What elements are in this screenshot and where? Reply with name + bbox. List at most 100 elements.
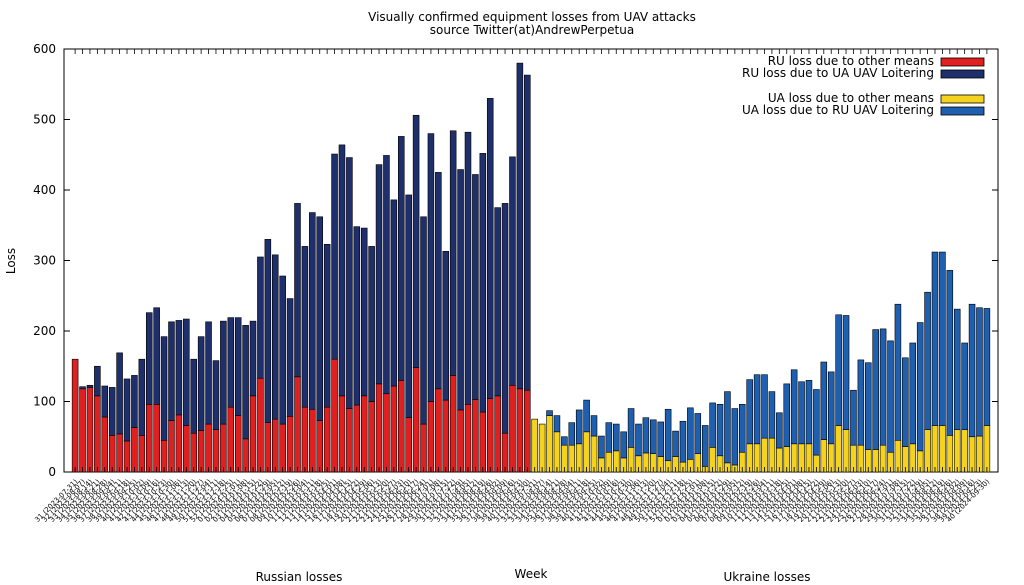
ru-bar-other bbox=[464, 404, 472, 473]
ua-bar-uav bbox=[931, 251, 939, 426]
ru-bar-uav bbox=[116, 352, 123, 435]
ru-bar-uav bbox=[197, 336, 205, 431]
ru-bar-other bbox=[479, 411, 487, 473]
ru-bar-other bbox=[390, 385, 398, 473]
y-tick-label: 300 bbox=[33, 254, 56, 268]
ua-bar-other bbox=[538, 423, 546, 473]
ua-bar-uav bbox=[879, 328, 887, 446]
ru-bar-uav bbox=[286, 298, 294, 417]
ru-bar-uav bbox=[249, 320, 257, 397]
ru-bar-uav bbox=[153, 307, 160, 405]
ru-bar-other bbox=[338, 395, 346, 473]
ru-bar-uav bbox=[435, 172, 442, 390]
ru-bar-uav bbox=[479, 153, 487, 413]
ua-bar-uav bbox=[857, 359, 865, 446]
ru-bar-other bbox=[145, 404, 153, 473]
ua-bar-uav bbox=[657, 421, 664, 457]
ua-bar-uav bbox=[924, 291, 931, 431]
ua-bar-uav bbox=[835, 314, 842, 426]
ua-bar-uav bbox=[546, 410, 553, 416]
ru-bar-uav bbox=[442, 251, 450, 401]
ru-bar-other bbox=[353, 404, 361, 473]
y-tick-label: 600 bbox=[33, 42, 56, 56]
ru-bar-uav bbox=[309, 212, 316, 410]
ru-bar-other bbox=[472, 399, 479, 473]
ru-bar-uav bbox=[183, 318, 190, 426]
ru-bar-other bbox=[79, 388, 86, 473]
ua-bar-uav bbox=[583, 399, 590, 433]
ru-bar-uav bbox=[516, 62, 524, 390]
ru-bar-uav bbox=[279, 275, 286, 425]
ru-bar-uav bbox=[131, 375, 138, 428]
ua-bar-uav bbox=[790, 369, 798, 445]
ua-bar-uav bbox=[650, 419, 657, 454]
ru-bar-other bbox=[257, 377, 264, 473]
ru-bar-other bbox=[205, 423, 212, 473]
ua-bar-other bbox=[761, 437, 768, 473]
ru-bar-uav bbox=[449, 130, 457, 376]
ua-bar-uav bbox=[776, 412, 783, 449]
ua-bar-other bbox=[946, 435, 954, 473]
ua-bar-other bbox=[835, 425, 842, 473]
ru-bar-uav bbox=[145, 312, 153, 405]
y-axis-label: Loss bbox=[4, 248, 18, 274]
ru-bar-other bbox=[346, 408, 353, 473]
ua-bar-uav bbox=[783, 383, 791, 447]
ua-bar-uav bbox=[805, 380, 813, 445]
ru-bar-uav bbox=[368, 246, 375, 402]
ru-bar-uav bbox=[257, 256, 264, 379]
ua-bar-uav bbox=[842, 315, 850, 430]
ua-bar-uav bbox=[701, 425, 709, 467]
ru-bar-uav bbox=[86, 384, 94, 388]
ru-bar-other bbox=[442, 399, 450, 473]
ru-bar-uav bbox=[101, 385, 109, 418]
ru-bar-uav bbox=[205, 321, 212, 425]
group-label-ukraine: Ukraine losses bbox=[724, 570, 811, 584]
group-label-russian: Russian losses bbox=[256, 570, 343, 584]
ru-bar-uav bbox=[383, 155, 390, 395]
ru-bar-uav bbox=[353, 226, 361, 406]
ru-bar-other bbox=[153, 404, 160, 473]
ru-bar-uav bbox=[138, 358, 146, 436]
legend-label: RU loss due to other means bbox=[768, 54, 934, 68]
ua-bar-uav bbox=[590, 415, 598, 437]
ru-bar-other bbox=[279, 423, 286, 473]
ua-bar-uav bbox=[724, 391, 731, 464]
ru-bar-uav bbox=[524, 74, 531, 391]
ru-bar-other bbox=[138, 435, 146, 473]
ua-bar-uav bbox=[968, 303, 976, 438]
ua-bar-other bbox=[531, 418, 538, 473]
ru-bar-other bbox=[524, 389, 531, 473]
ua-bar-other bbox=[924, 429, 931, 473]
ua-bar-uav bbox=[642, 417, 650, 454]
ua-bar-other bbox=[583, 431, 590, 473]
ru-bar-uav bbox=[168, 321, 175, 421]
ru-bar-uav bbox=[486, 98, 494, 399]
ru-bar-other bbox=[360, 395, 368, 473]
ua-bar-uav bbox=[605, 422, 613, 453]
ua-bar-uav bbox=[598, 435, 605, 459]
ua-bar-uav bbox=[672, 430, 679, 457]
ua-bar-uav bbox=[612, 423, 620, 452]
y-tick-label: 0 bbox=[48, 465, 56, 479]
ua-bar-other bbox=[953, 429, 961, 473]
ru-bar-other bbox=[294, 376, 301, 473]
ua-bar-uav bbox=[664, 408, 672, 462]
ru-bar-uav bbox=[375, 164, 383, 385]
ua-bar-uav bbox=[635, 423, 642, 457]
ua-bar-other bbox=[931, 425, 939, 473]
ru-bar-uav bbox=[346, 157, 353, 409]
ua-bar-uav bbox=[798, 381, 805, 445]
y-tick-label: 200 bbox=[33, 324, 56, 338]
legend-label: UA loss due to other means bbox=[768, 91, 934, 105]
ua-bar-uav bbox=[909, 342, 917, 445]
ru-bar-uav bbox=[108, 387, 116, 436]
ru-bar-other bbox=[183, 425, 190, 473]
ru-bar-other bbox=[516, 388, 524, 473]
ru-bar-uav bbox=[301, 246, 309, 408]
ru-bar-other bbox=[412, 367, 420, 473]
ua-bar-uav bbox=[753, 374, 761, 445]
ru-bar-other bbox=[271, 418, 279, 473]
